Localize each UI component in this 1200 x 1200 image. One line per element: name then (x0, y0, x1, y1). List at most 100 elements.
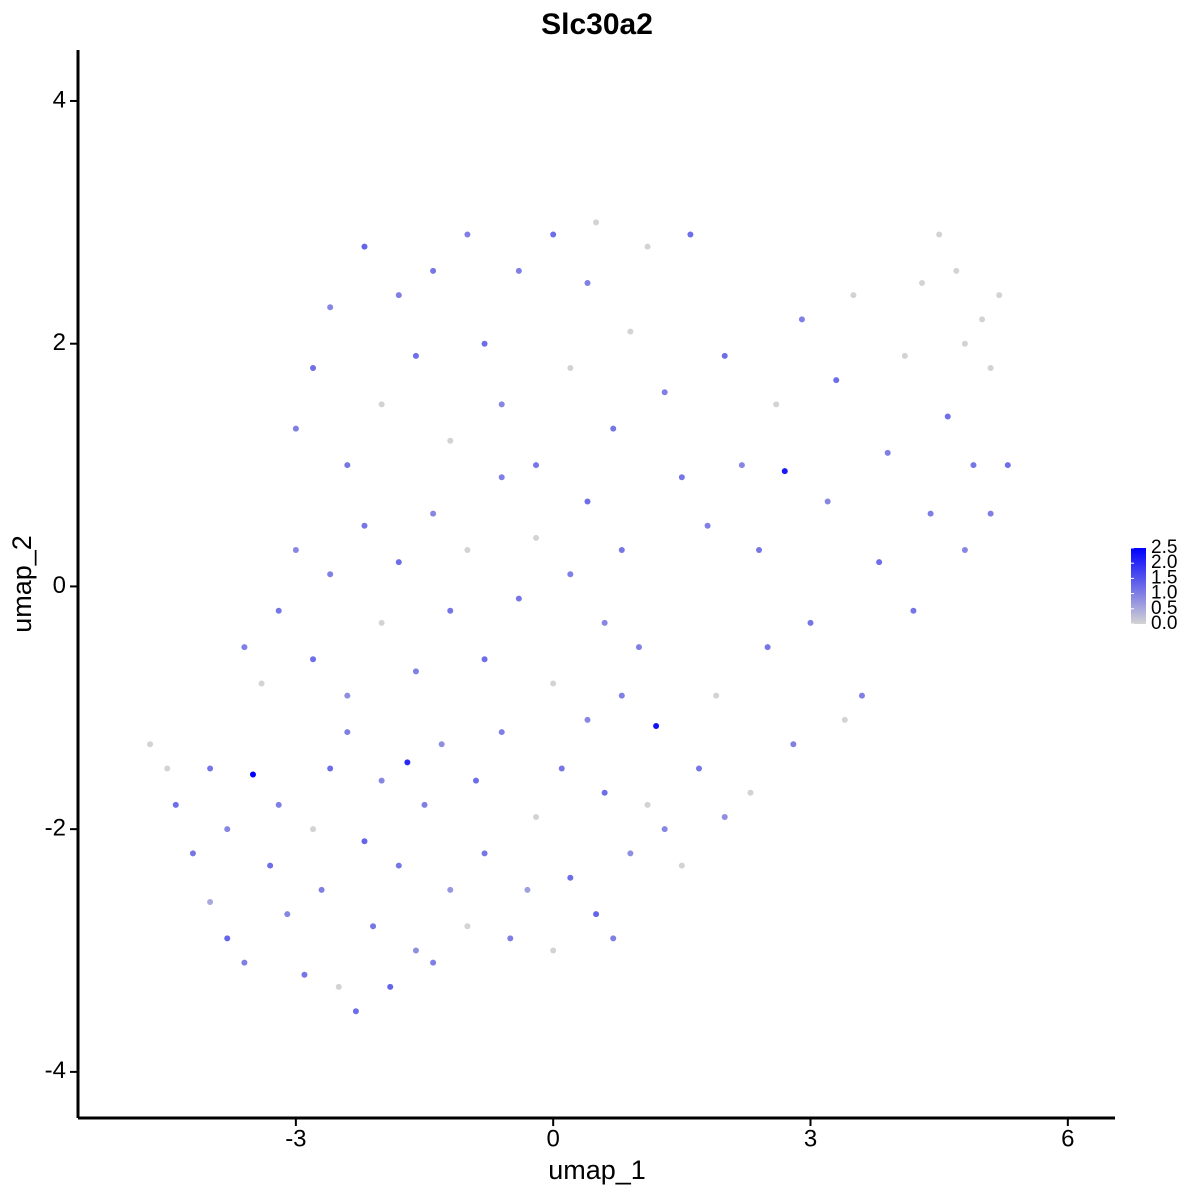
point (335, 983, 342, 990)
x-tick-label: -3 (285, 1125, 306, 1152)
point (756, 547, 763, 554)
point (481, 850, 488, 857)
point (224, 935, 231, 942)
point (858, 692, 865, 699)
y-axis-label: umap_2 (7, 535, 37, 633)
point (884, 449, 891, 456)
point (447, 886, 454, 893)
point (481, 656, 488, 663)
point (713, 692, 720, 699)
point (704, 522, 711, 529)
point (224, 826, 231, 833)
point (610, 935, 617, 942)
point (361, 838, 368, 845)
y-tick-label: 0 (53, 572, 66, 599)
point (395, 559, 402, 566)
point (464, 923, 471, 930)
point (627, 850, 634, 857)
point (550, 947, 557, 954)
point (661, 826, 668, 833)
point (919, 280, 926, 287)
point (687, 231, 694, 238)
point (584, 280, 591, 287)
x-axis-label: umap_1 (548, 1155, 646, 1185)
point (370, 923, 377, 930)
point (927, 510, 934, 517)
point (593, 219, 600, 226)
point (447, 607, 454, 614)
point (344, 462, 351, 469)
point (430, 959, 437, 966)
point (292, 547, 299, 554)
point (721, 352, 728, 359)
point (567, 364, 574, 371)
point (310, 656, 317, 663)
colorbar-tick-label: 1.0 (1151, 583, 1177, 604)
point (395, 862, 402, 869)
point (987, 364, 994, 371)
point (824, 498, 831, 505)
point (515, 267, 522, 274)
point (1004, 462, 1011, 469)
colorbar-tick-label: 0.0 (1151, 613, 1177, 634)
point (412, 668, 419, 675)
y-tick-label: -4 (45, 1057, 66, 1084)
point (327, 765, 334, 772)
point (284, 911, 291, 918)
point (207, 765, 214, 772)
point (361, 243, 368, 250)
colorbar-tick-label: 2.0 (1151, 552, 1177, 573)
point (189, 850, 196, 857)
point (944, 413, 951, 420)
point (378, 777, 385, 784)
x-tick-label: 0 (547, 1125, 560, 1152)
point (618, 692, 625, 699)
point (678, 474, 685, 481)
point (876, 559, 883, 566)
point (567, 874, 574, 881)
point (421, 801, 428, 808)
colorbar (1131, 548, 1146, 624)
point (790, 741, 797, 748)
point (378, 401, 385, 408)
point (558, 765, 565, 772)
point (584, 716, 591, 723)
point (747, 789, 754, 796)
point (172, 801, 179, 808)
point (430, 267, 437, 274)
point (344, 729, 351, 736)
y-tick-label: 2 (53, 329, 66, 356)
point (404, 759, 411, 766)
point (438, 741, 445, 748)
point (447, 437, 454, 444)
point (644, 801, 651, 808)
point (644, 243, 651, 250)
point (241, 959, 248, 966)
colorbar-tick-label: 2.5 (1151, 537, 1177, 558)
point (953, 267, 960, 274)
point (241, 644, 248, 651)
point (524, 886, 531, 893)
point (764, 644, 771, 651)
point (498, 401, 505, 408)
point (601, 789, 608, 796)
point (249, 771, 256, 778)
point (387, 983, 394, 990)
point (721, 814, 728, 821)
point (584, 498, 591, 505)
point (970, 462, 977, 469)
point (961, 547, 968, 554)
point (472, 777, 479, 784)
point (464, 547, 471, 554)
point (412, 947, 419, 954)
y-tick-label: 4 (53, 86, 66, 113)
point (361, 522, 368, 529)
point (327, 304, 334, 311)
point (850, 292, 857, 299)
point (481, 340, 488, 347)
point (610, 425, 617, 432)
point (292, 425, 299, 432)
point (567, 571, 574, 578)
point (430, 510, 437, 517)
point (987, 510, 994, 517)
